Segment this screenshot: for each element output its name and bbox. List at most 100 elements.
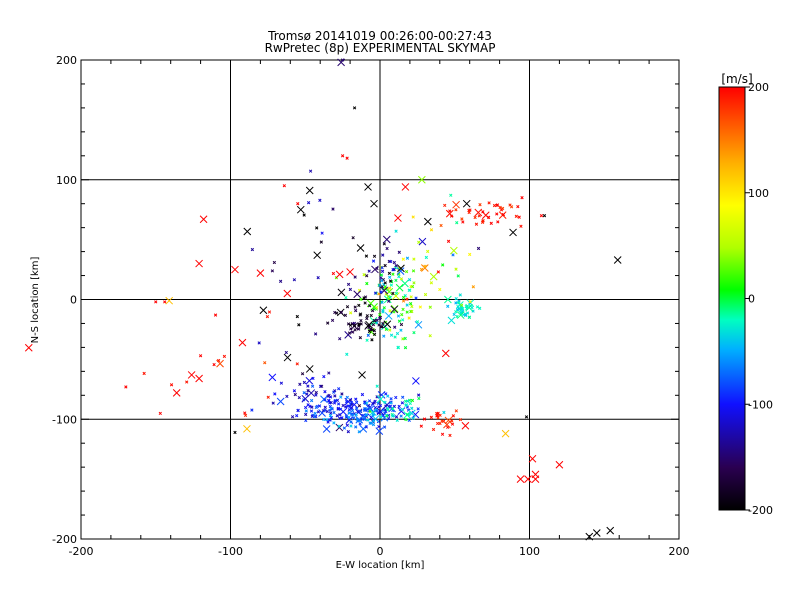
data-point-dot <box>308 169 313 173</box>
data-point-dot <box>468 252 472 257</box>
data-point-dot <box>401 307 405 312</box>
data-point-dot <box>278 279 283 283</box>
data-point-dot <box>442 410 446 415</box>
data-point-cross <box>256 269 265 278</box>
data-point-dot <box>290 415 295 419</box>
data-point-dot <box>377 424 381 429</box>
data-point-dot <box>302 380 307 385</box>
data-point-dot <box>394 395 398 400</box>
data-point-dot <box>394 229 398 233</box>
data-point-dot <box>304 412 308 417</box>
data-point-dot <box>417 240 421 244</box>
y-tick-label: -200 <box>52 533 77 546</box>
data-point-dot <box>370 328 374 332</box>
y-tick-label: 200 <box>56 54 77 67</box>
data-point-dot <box>163 300 167 304</box>
data-point-dot <box>346 404 350 408</box>
data-point-dot <box>325 409 329 414</box>
data-point-dot <box>293 392 297 397</box>
data-point-dot <box>322 374 326 379</box>
data-point-cross <box>443 420 451 429</box>
data-point-dot <box>302 391 306 395</box>
data-point-dot <box>401 257 405 261</box>
data-point-dot <box>306 389 310 393</box>
colorbar-tick-label: -100 <box>748 398 773 411</box>
data-point-dot <box>169 383 174 387</box>
data-point-dot <box>337 424 341 428</box>
data-point-dot <box>358 409 362 413</box>
data-point-cross <box>465 303 473 312</box>
data-point-cross <box>429 272 438 281</box>
data-point-dot <box>344 400 349 404</box>
data-point-cross <box>199 215 208 224</box>
data-point-dot <box>396 346 401 350</box>
data-point-cross <box>447 316 456 325</box>
data-point-cross <box>305 376 314 385</box>
data-point-dot <box>265 314 270 319</box>
data-point-dot <box>429 228 434 232</box>
data-point-dot <box>309 409 314 413</box>
data-point-dot <box>448 433 452 438</box>
data-point-dot <box>351 330 355 334</box>
data-point-dot <box>233 430 237 435</box>
data-point-dot <box>292 389 297 393</box>
data-point-dot <box>416 393 421 397</box>
data-point-dot <box>452 312 456 317</box>
data-point-dot <box>344 405 348 409</box>
data-point-dot <box>499 208 504 212</box>
data-point-dot <box>354 308 358 313</box>
data-point-dot <box>306 201 311 205</box>
data-point-dot <box>380 300 384 304</box>
colorbar-tick-label: 200 <box>748 81 769 94</box>
data-point-dot <box>397 404 401 409</box>
data-point-dot <box>426 249 430 254</box>
data-point-dot <box>367 399 372 403</box>
data-point-dot <box>378 403 383 408</box>
data-point-dot <box>318 198 322 202</box>
data-point-cross <box>301 394 310 403</box>
data-point-dot <box>365 314 369 318</box>
y-tick-label: 100 <box>56 174 77 187</box>
data-point-dot <box>400 401 405 405</box>
data-point-cross <box>375 427 384 436</box>
data-point-dot <box>331 271 336 276</box>
data-point-dot <box>498 205 502 210</box>
data-point-dot <box>388 286 392 290</box>
data-point-dot <box>363 301 367 305</box>
data-point-dot <box>282 184 286 188</box>
colorbar-tick-label: -200 <box>748 504 773 517</box>
data-point-cross <box>24 343 33 352</box>
data-point-dot <box>323 405 327 409</box>
data-point-dot <box>542 214 547 218</box>
data-point-dot <box>411 416 415 420</box>
data-point-dot <box>142 371 146 376</box>
data-point-dot <box>403 346 408 350</box>
data-point-dot <box>446 239 451 243</box>
data-point-dot <box>436 416 440 420</box>
data-point-dot <box>400 318 405 322</box>
data-point-dot <box>185 380 189 384</box>
data-point-dot <box>391 291 395 296</box>
data-point-cross <box>165 296 174 305</box>
data-point-cross <box>366 299 375 308</box>
data-point-dot <box>257 341 261 345</box>
data-point-dot <box>424 255 428 260</box>
data-point-dot <box>320 384 324 388</box>
data-point-dot <box>429 415 434 419</box>
data-point-dot <box>297 323 301 327</box>
data-point-dot <box>266 395 270 399</box>
data-point-dot <box>309 398 314 403</box>
data-point-dot <box>407 316 411 320</box>
data-point-dot <box>456 274 460 278</box>
data-point-dot <box>388 275 392 279</box>
data-point-cross <box>243 424 251 433</box>
data-point-dot <box>397 274 401 279</box>
data-point-dot <box>365 316 369 321</box>
data-point-dot <box>354 425 358 429</box>
data-point-dot <box>198 354 203 358</box>
data-point-dot <box>467 210 471 215</box>
data-point-cross <box>456 311 465 319</box>
data-point-dot <box>329 400 333 405</box>
data-point-dot <box>375 409 379 413</box>
data-point-cross <box>370 199 378 208</box>
